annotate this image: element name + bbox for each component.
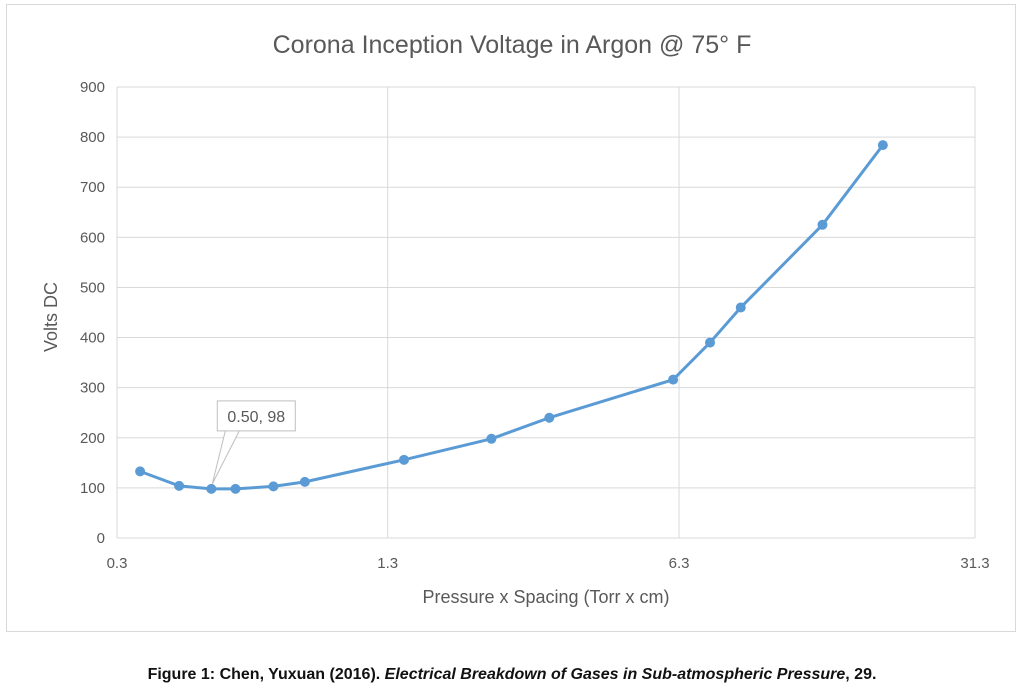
- data-callout: 0.50, 98: [211, 400, 296, 485]
- data-point: [486, 433, 497, 444]
- chart-title: Corona Inception Voltage in Argon @ 75° …: [273, 31, 752, 59]
- y-tick-label: 700: [80, 179, 105, 196]
- chart-frame: Corona Inception Voltage in Argon @ 75° …: [6, 4, 1016, 632]
- data-point: [206, 483, 217, 494]
- data-point: [399, 454, 410, 465]
- y-tick-label: 800: [80, 129, 105, 146]
- x-tick-label: 0.3: [107, 555, 128, 572]
- y-tick-label: 300: [80, 380, 105, 397]
- callout-label: 0.50, 98: [227, 409, 285, 426]
- caption-work-title: Electrical Breakdown of Gases in Sub-atm…: [384, 666, 846, 683]
- data-point: [817, 219, 828, 230]
- y-tick-label: 900: [80, 79, 105, 96]
- y-tick-label: 400: [80, 330, 105, 347]
- figure-caption: Figure 1: Chen, Yuxuan (2016). Electrica…: [0, 666, 1024, 684]
- data-point: [299, 476, 310, 487]
- data-point: [668, 374, 679, 385]
- caption-citation: Figure 1: Chen, Yuxuan (2016).: [147, 666, 385, 683]
- series-line: [135, 140, 888, 494]
- x-axis-label: Pressure x Spacing (Torr x cm): [422, 587, 669, 607]
- y-tick-label: 100: [80, 480, 105, 497]
- x-tick-label: 31.3: [960, 555, 989, 572]
- y-tick-label: 0: [97, 530, 105, 547]
- x-axis-ticks: 0.3 1.3 6.3 31.3: [107, 555, 990, 572]
- callout-pointer: [211, 430, 240, 485]
- y-tick-label: 200: [80, 430, 105, 447]
- y-axis-label: Volts DC: [41, 282, 61, 352]
- data-point: [135, 466, 146, 477]
- data-point: [174, 480, 185, 491]
- y-tick-label: 500: [80, 279, 105, 296]
- y-axis-ticks: 0 100 200 300 400 500 600 700 800 900: [80, 79, 105, 547]
- x-tick-label: 6.3: [669, 555, 690, 572]
- data-point: [877, 140, 888, 151]
- callout-box: [216, 400, 296, 432]
- data-point: [705, 337, 716, 348]
- data-point: [230, 483, 241, 494]
- x-tick-label: 1.3: [377, 555, 398, 572]
- data-point: [735, 302, 746, 313]
- chart: Corona Inception Voltage in Argon @ 75° …: [41, 31, 990, 607]
- gridlines: [116, 86, 976, 539]
- y-tick-label: 600: [80, 229, 105, 246]
- caption-page: , 29.: [845, 666, 877, 683]
- data-point: [268, 481, 279, 492]
- data-point: [544, 412, 555, 423]
